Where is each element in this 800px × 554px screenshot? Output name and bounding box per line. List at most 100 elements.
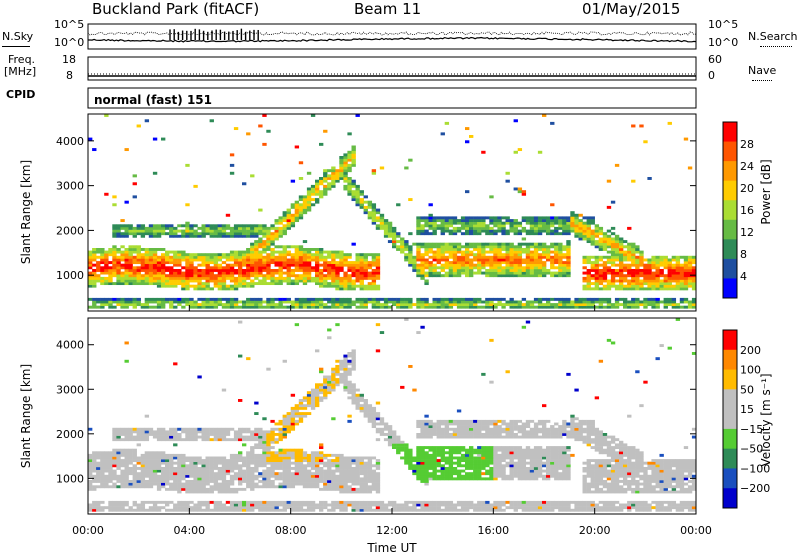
heatmap-cell bbox=[128, 467, 133, 470]
heatmap-cell bbox=[400, 237, 405, 241]
heatmap-cell bbox=[120, 297, 125, 301]
heatmap-cell bbox=[359, 305, 364, 309]
heatmap-cell bbox=[525, 305, 531, 309]
heatmap-cell bbox=[428, 419, 433, 423]
heatmap-cell bbox=[675, 303, 681, 307]
heatmap-cell bbox=[375, 422, 381, 426]
heatmap-cell bbox=[278, 305, 283, 309]
heatmap-cell bbox=[550, 261, 555, 265]
heatmap-cell bbox=[343, 490, 348, 494]
heatmap-cell bbox=[546, 258, 551, 262]
heatmap-cell bbox=[229, 305, 235, 309]
heatmap-cell bbox=[144, 461, 150, 465]
heatmap-cell bbox=[343, 459, 348, 463]
heatmap-cell bbox=[132, 248, 137, 251]
heatmap-cell bbox=[619, 271, 624, 275]
heatmap-cell bbox=[258, 232, 263, 236]
heatmap-cell bbox=[116, 226, 121, 230]
heatmap-cell bbox=[270, 438, 275, 442]
heatmap-cell bbox=[197, 279, 202, 283]
heatmap-cell bbox=[112, 258, 117, 262]
heatmap-cell bbox=[136, 248, 141, 251]
heatmap-cell bbox=[359, 276, 364, 280]
heatmap-cell bbox=[355, 190, 360, 194]
heatmap-cell bbox=[392, 226, 397, 230]
heatmap-cell bbox=[189, 263, 194, 267]
heatmap-cell bbox=[343, 474, 348, 478]
heatmap-cell bbox=[614, 253, 620, 257]
heatmap-cell bbox=[424, 480, 429, 483]
heatmap-cell bbox=[493, 274, 498, 278]
heatmap-cell bbox=[229, 274, 235, 278]
heatmap-cell bbox=[266, 245, 271, 249]
heatmap-cell bbox=[351, 156, 356, 159]
heatmap-cell bbox=[493, 297, 498, 301]
heatmap-cell bbox=[315, 401, 320, 405]
heatmap-cell bbox=[602, 245, 608, 249]
heatmap-cell bbox=[128, 427, 133, 431]
heatmap-cell bbox=[298, 451, 304, 455]
heatmap-cell bbox=[250, 438, 255, 442]
heatmap-cell bbox=[124, 224, 129, 228]
heatmap-cell bbox=[205, 287, 210, 291]
heatmap-cell bbox=[558, 253, 563, 257]
heatmap-cell bbox=[161, 303, 166, 307]
heatmap-cell bbox=[404, 318, 409, 321]
heatmap-cell bbox=[432, 266, 437, 270]
heatmap-cell bbox=[404, 240, 409, 244]
heatmap-cell bbox=[165, 250, 170, 254]
heatmap-cell bbox=[266, 482, 271, 486]
heatmap-cell bbox=[550, 263, 555, 267]
heatmap-cell bbox=[537, 258, 543, 262]
heatmap-cell bbox=[460, 216, 466, 220]
heatmap-cell bbox=[590, 237, 595, 241]
heatmap-cell bbox=[327, 388, 332, 392]
heatmap-cell bbox=[460, 305, 466, 309]
heatmap-cell bbox=[327, 487, 332, 491]
heatmap-cell bbox=[440, 221, 445, 225]
heatmap-cell bbox=[116, 453, 121, 457]
heatmap-cell bbox=[108, 474, 113, 478]
heatmap-cell bbox=[375, 490, 381, 494]
heatmap-cell bbox=[92, 282, 97, 286]
heatmap-cell bbox=[436, 226, 441, 230]
heatmap-cell bbox=[331, 184, 336, 188]
heatmap-cell bbox=[501, 226, 506, 230]
heatmap-cell bbox=[509, 300, 514, 304]
heatmap-cell bbox=[513, 226, 518, 230]
heatmap-cell bbox=[246, 469, 251, 473]
heatmap-cell bbox=[173, 461, 178, 465]
heatmap-cell bbox=[582, 221, 587, 225]
heatmap-cell bbox=[627, 269, 632, 272]
heatmap-cell bbox=[359, 399, 364, 402]
heatmap-cell bbox=[238, 500, 243, 504]
heatmap-cell bbox=[379, 503, 385, 507]
heatmap-cell bbox=[209, 467, 214, 470]
heatmap-cell bbox=[379, 419, 385, 423]
heatmap-cell bbox=[619, 266, 624, 270]
heatmap-cell bbox=[286, 427, 291, 431]
heatmap-cell bbox=[197, 485, 202, 489]
heatmap-cell bbox=[225, 224, 231, 228]
heatmap-cell bbox=[315, 469, 320, 473]
heatmap-cell bbox=[562, 219, 567, 223]
heatmap-cell bbox=[432, 216, 437, 220]
heatmap-cell bbox=[683, 282, 689, 286]
heatmap-cell bbox=[416, 303, 421, 307]
heatmap-cell bbox=[351, 195, 356, 199]
heatmap-cell bbox=[428, 226, 433, 230]
heatmap-cell bbox=[428, 453, 433, 457]
heatmap-cell bbox=[537, 245, 543, 249]
heatmap-cell bbox=[100, 508, 105, 512]
heatmap-cell bbox=[355, 393, 360, 397]
heatmap-cell bbox=[375, 276, 381, 280]
heatmap-cell bbox=[128, 297, 133, 301]
heatmap-cell bbox=[550, 303, 555, 307]
heatmap-cell bbox=[233, 487, 239, 491]
heatmap-cell bbox=[465, 271, 470, 275]
heatmap-cell bbox=[266, 469, 271, 473]
heatmap-cell bbox=[578, 226, 583, 230]
heatmap-cell bbox=[489, 271, 494, 275]
heatmap-cell bbox=[351, 362, 356, 366]
heatmap-cell bbox=[355, 276, 360, 280]
